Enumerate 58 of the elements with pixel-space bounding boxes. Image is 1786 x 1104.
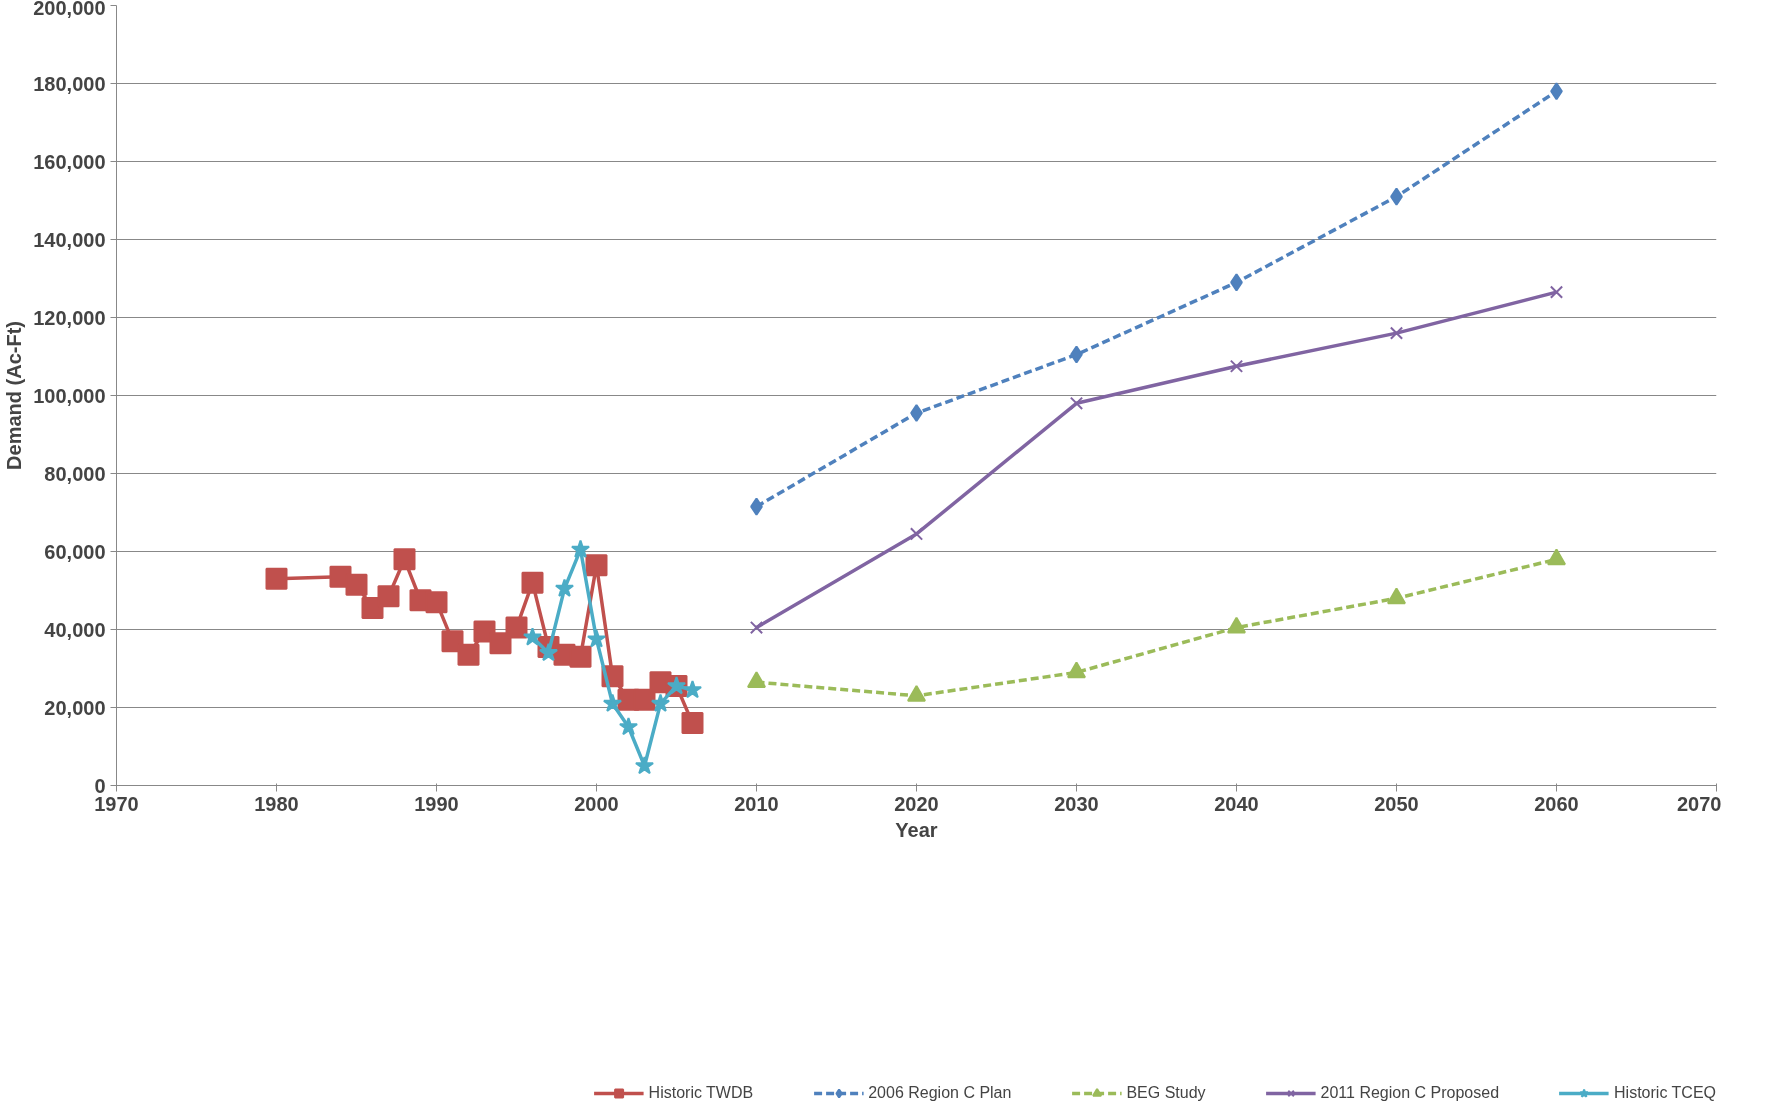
point [1549,285,1564,299]
point [1389,326,1404,340]
point [425,591,448,614]
y-tick-label: 200,000 [33,0,106,19]
point [682,679,703,699]
y-tick-label: 140,000 [33,228,106,251]
x-tick-label: 2060 [1534,792,1579,815]
x-tick-label: 2070 [1677,792,1722,815]
x-tick-label: 2030 [1054,792,1099,815]
point [602,693,623,712]
x-tick-label: 1980 [254,792,299,815]
point [538,642,559,662]
point [457,643,480,666]
point [554,578,575,597]
x-tick-label: 1990 [414,792,459,815]
point [747,671,766,689]
point [618,717,639,736]
x-tick-label: 2020 [894,792,939,815]
point [265,567,288,590]
y-tick-label: 120,000 [33,306,106,329]
point [345,573,368,596]
x-tick-label: 2040 [1214,792,1259,815]
point [489,632,512,655]
x-axis-title: Year [895,818,938,841]
point [505,616,528,639]
y-tick-label: 20,000 [44,696,106,719]
legend-label: 2006 Region C Plan [868,1084,1012,1102]
point [586,629,607,648]
point [633,688,656,711]
point [1069,396,1084,410]
y-tick-label: 80,000 [44,462,106,485]
x-tick-label: 2050 [1374,792,1419,815]
legend-label: Historic TCEQ [1614,1084,1716,1102]
legend-label: 2011 Region C Proposed [1320,1084,1500,1102]
y-tick-label: 40,000 [44,618,106,641]
point [909,527,924,541]
y-axis-title: Demand (Ac-Ft) [3,321,26,470]
point [522,627,543,646]
y-tick-label: 100,000 [33,384,106,407]
x-tick-label: 2000 [574,792,619,815]
point [1229,359,1244,373]
point [570,539,591,558]
legend-label: BEG Study [1126,1084,1206,1102]
y-tick-label: 160,000 [33,150,106,173]
y-tick-label: 180,000 [33,72,106,95]
x-tick-label: 2010 [734,792,779,815]
point [650,693,671,712]
point [393,548,416,571]
y-tick-label: 60,000 [44,540,106,563]
point [569,645,592,668]
point [634,756,655,775]
point [377,585,400,608]
point [585,554,608,577]
point [521,571,544,594]
point [749,620,764,635]
point [441,630,464,653]
legend-label: Historic TWDB [648,1084,754,1102]
point [681,712,704,735]
